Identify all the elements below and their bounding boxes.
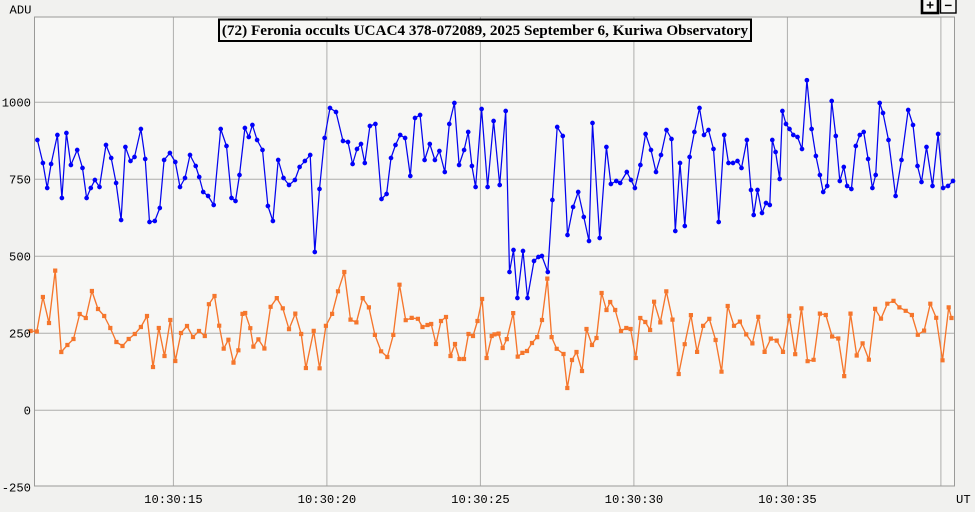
svg-text:10:30:30: 10:30:30 <box>605 493 664 507</box>
svg-text:1000: 1000 <box>2 96 31 110</box>
svg-text:10:30:25: 10:30:25 <box>451 493 510 507</box>
svg-text:0: 0 <box>24 405 31 419</box>
svg-text:ADU: ADU <box>10 4 32 18</box>
svg-text:10:30:35: 10:30:35 <box>758 493 817 507</box>
svg-text:10:30:15: 10:30:15 <box>144 493 203 507</box>
svg-text:-250: -250 <box>2 482 31 496</box>
svg-text:750: 750 <box>9 173 31 187</box>
svg-text:UT: UT <box>956 493 971 507</box>
svg-text:250: 250 <box>9 328 31 342</box>
svg-text:(72) Feronia occults UCAC4 378: (72) Feronia occults UCAC4 378-072089, 2… <box>222 22 749 39</box>
svg-text:10:30:20: 10:30:20 <box>298 493 357 507</box>
svg-text:500: 500 <box>9 250 31 264</box>
